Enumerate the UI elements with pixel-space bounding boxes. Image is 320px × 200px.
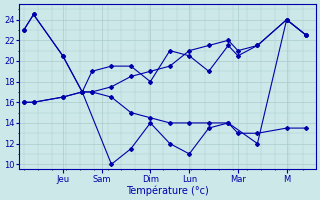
X-axis label: Température (°c): Température (°c) <box>126 185 209 196</box>
